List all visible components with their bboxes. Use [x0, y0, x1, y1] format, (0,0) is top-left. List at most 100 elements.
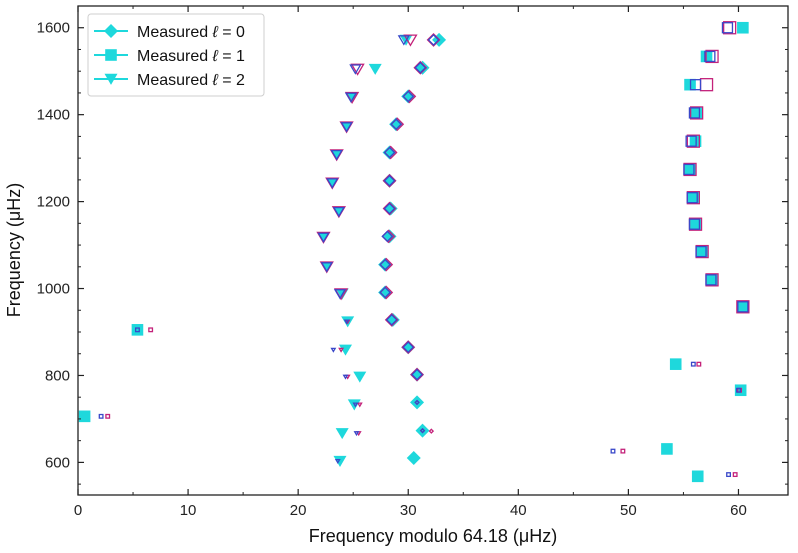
measured-point	[325, 177, 339, 189]
measured-point	[737, 21, 749, 34]
measured-point	[320, 261, 334, 273]
plot-frame	[77, 5, 789, 496]
model-point	[342, 374, 349, 380]
y-tick-label: 600	[45, 454, 70, 471]
model-point	[105, 413, 111, 419]
model-point	[723, 21, 737, 35]
model-point	[426, 32, 441, 47]
y-tick-label: 1200	[37, 194, 70, 211]
series-6	[379, 33, 440, 434]
model-point	[334, 459, 341, 464]
measured-point	[333, 455, 347, 467]
measured-point	[690, 107, 703, 119]
measured-point	[401, 340, 416, 355]
model-point	[379, 286, 392, 299]
measured-point	[316, 232, 330, 244]
x-tick-label: 10	[180, 502, 197, 519]
model-point	[343, 319, 350, 325]
legend-label-suffix: = 0	[218, 24, 245, 41]
series-2	[316, 34, 413, 467]
measured-point	[415, 423, 430, 438]
measured-point	[78, 410, 91, 423]
model-point	[356, 402, 363, 408]
model-point	[330, 150, 343, 161]
measured-point	[335, 428, 349, 440]
data-marks	[78, 21, 750, 483]
model-point	[382, 173, 397, 188]
model-point	[689, 79, 702, 91]
model-point	[98, 413, 104, 419]
measured-point	[330, 149, 344, 161]
x-tick-label: 0	[74, 502, 82, 519]
model-point	[736, 387, 741, 393]
model-point	[326, 178, 339, 189]
model-point	[397, 35, 410, 46]
legend-label-ell: ℓ	[212, 24, 219, 41]
model-point	[379, 258, 392, 271]
model-point	[737, 301, 749, 313]
measured-point	[691, 470, 704, 483]
model-point	[333, 289, 347, 300]
y-tick-label: 1000	[37, 281, 70, 298]
measured-point	[382, 173, 397, 188]
model-point	[148, 327, 154, 333]
model-point	[695, 245, 707, 258]
legend-marker	[105, 49, 117, 61]
model-point	[414, 399, 420, 406]
model-point	[704, 50, 716, 63]
legend-label: Measured ℓ = 0	[137, 24, 245, 41]
measured-point	[696, 245, 708, 258]
model-point	[427, 33, 440, 46]
model-point	[350, 63, 365, 76]
model-point	[403, 34, 418, 47]
model-point	[383, 202, 396, 215]
model-point	[390, 118, 403, 131]
model-point	[413, 60, 428, 75]
model-point	[330, 347, 337, 353]
legend-label-prefix: Measured	[137, 48, 213, 65]
measured-point	[332, 206, 346, 218]
model-point	[381, 230, 394, 243]
model-point	[338, 347, 345, 353]
x-tick-label: 50	[620, 502, 637, 519]
legend-label: Measured ℓ = 1	[137, 48, 245, 65]
model-point	[384, 312, 399, 327]
measured-point	[687, 191, 700, 204]
model-point	[705, 49, 719, 64]
measured-point	[368, 63, 382, 75]
measured-point	[706, 274, 718, 286]
measured-point	[661, 443, 673, 455]
model-point	[410, 367, 424, 382]
measured-point	[689, 218, 702, 231]
model-point	[414, 61, 427, 74]
model-point	[382, 201, 397, 216]
measured-point	[406, 451, 421, 466]
x-axis-label: Frequency modulo 64.18 (μHz)	[309, 526, 557, 546]
legend-box	[87, 13, 265, 97]
model-point	[686, 192, 698, 204]
model-point	[688, 107, 701, 119]
measured-point	[131, 324, 144, 336]
model-point	[686, 134, 700, 148]
x-tick-label: 30	[400, 502, 417, 519]
model-point	[736, 300, 750, 314]
measured-point	[669, 358, 682, 370]
model-point	[620, 448, 626, 454]
x-tick-label: 60	[730, 502, 747, 519]
y-axis-label: Frequency (μHz)	[4, 183, 24, 317]
measured-point	[737, 300, 749, 313]
legend-marker	[104, 73, 118, 85]
measured-point	[410, 395, 425, 410]
model-point	[411, 368, 423, 381]
legend-label-prefix: Measured	[137, 24, 213, 41]
measured-point	[684, 163, 696, 176]
model-point	[726, 472, 732, 478]
model-point	[320, 262, 333, 273]
model-point	[688, 218, 701, 230]
series-7	[98, 22, 749, 478]
x-tick-label: 40	[510, 502, 527, 519]
model-point	[689, 106, 704, 120]
model-point	[402, 90, 415, 103]
measured-point	[338, 344, 352, 356]
